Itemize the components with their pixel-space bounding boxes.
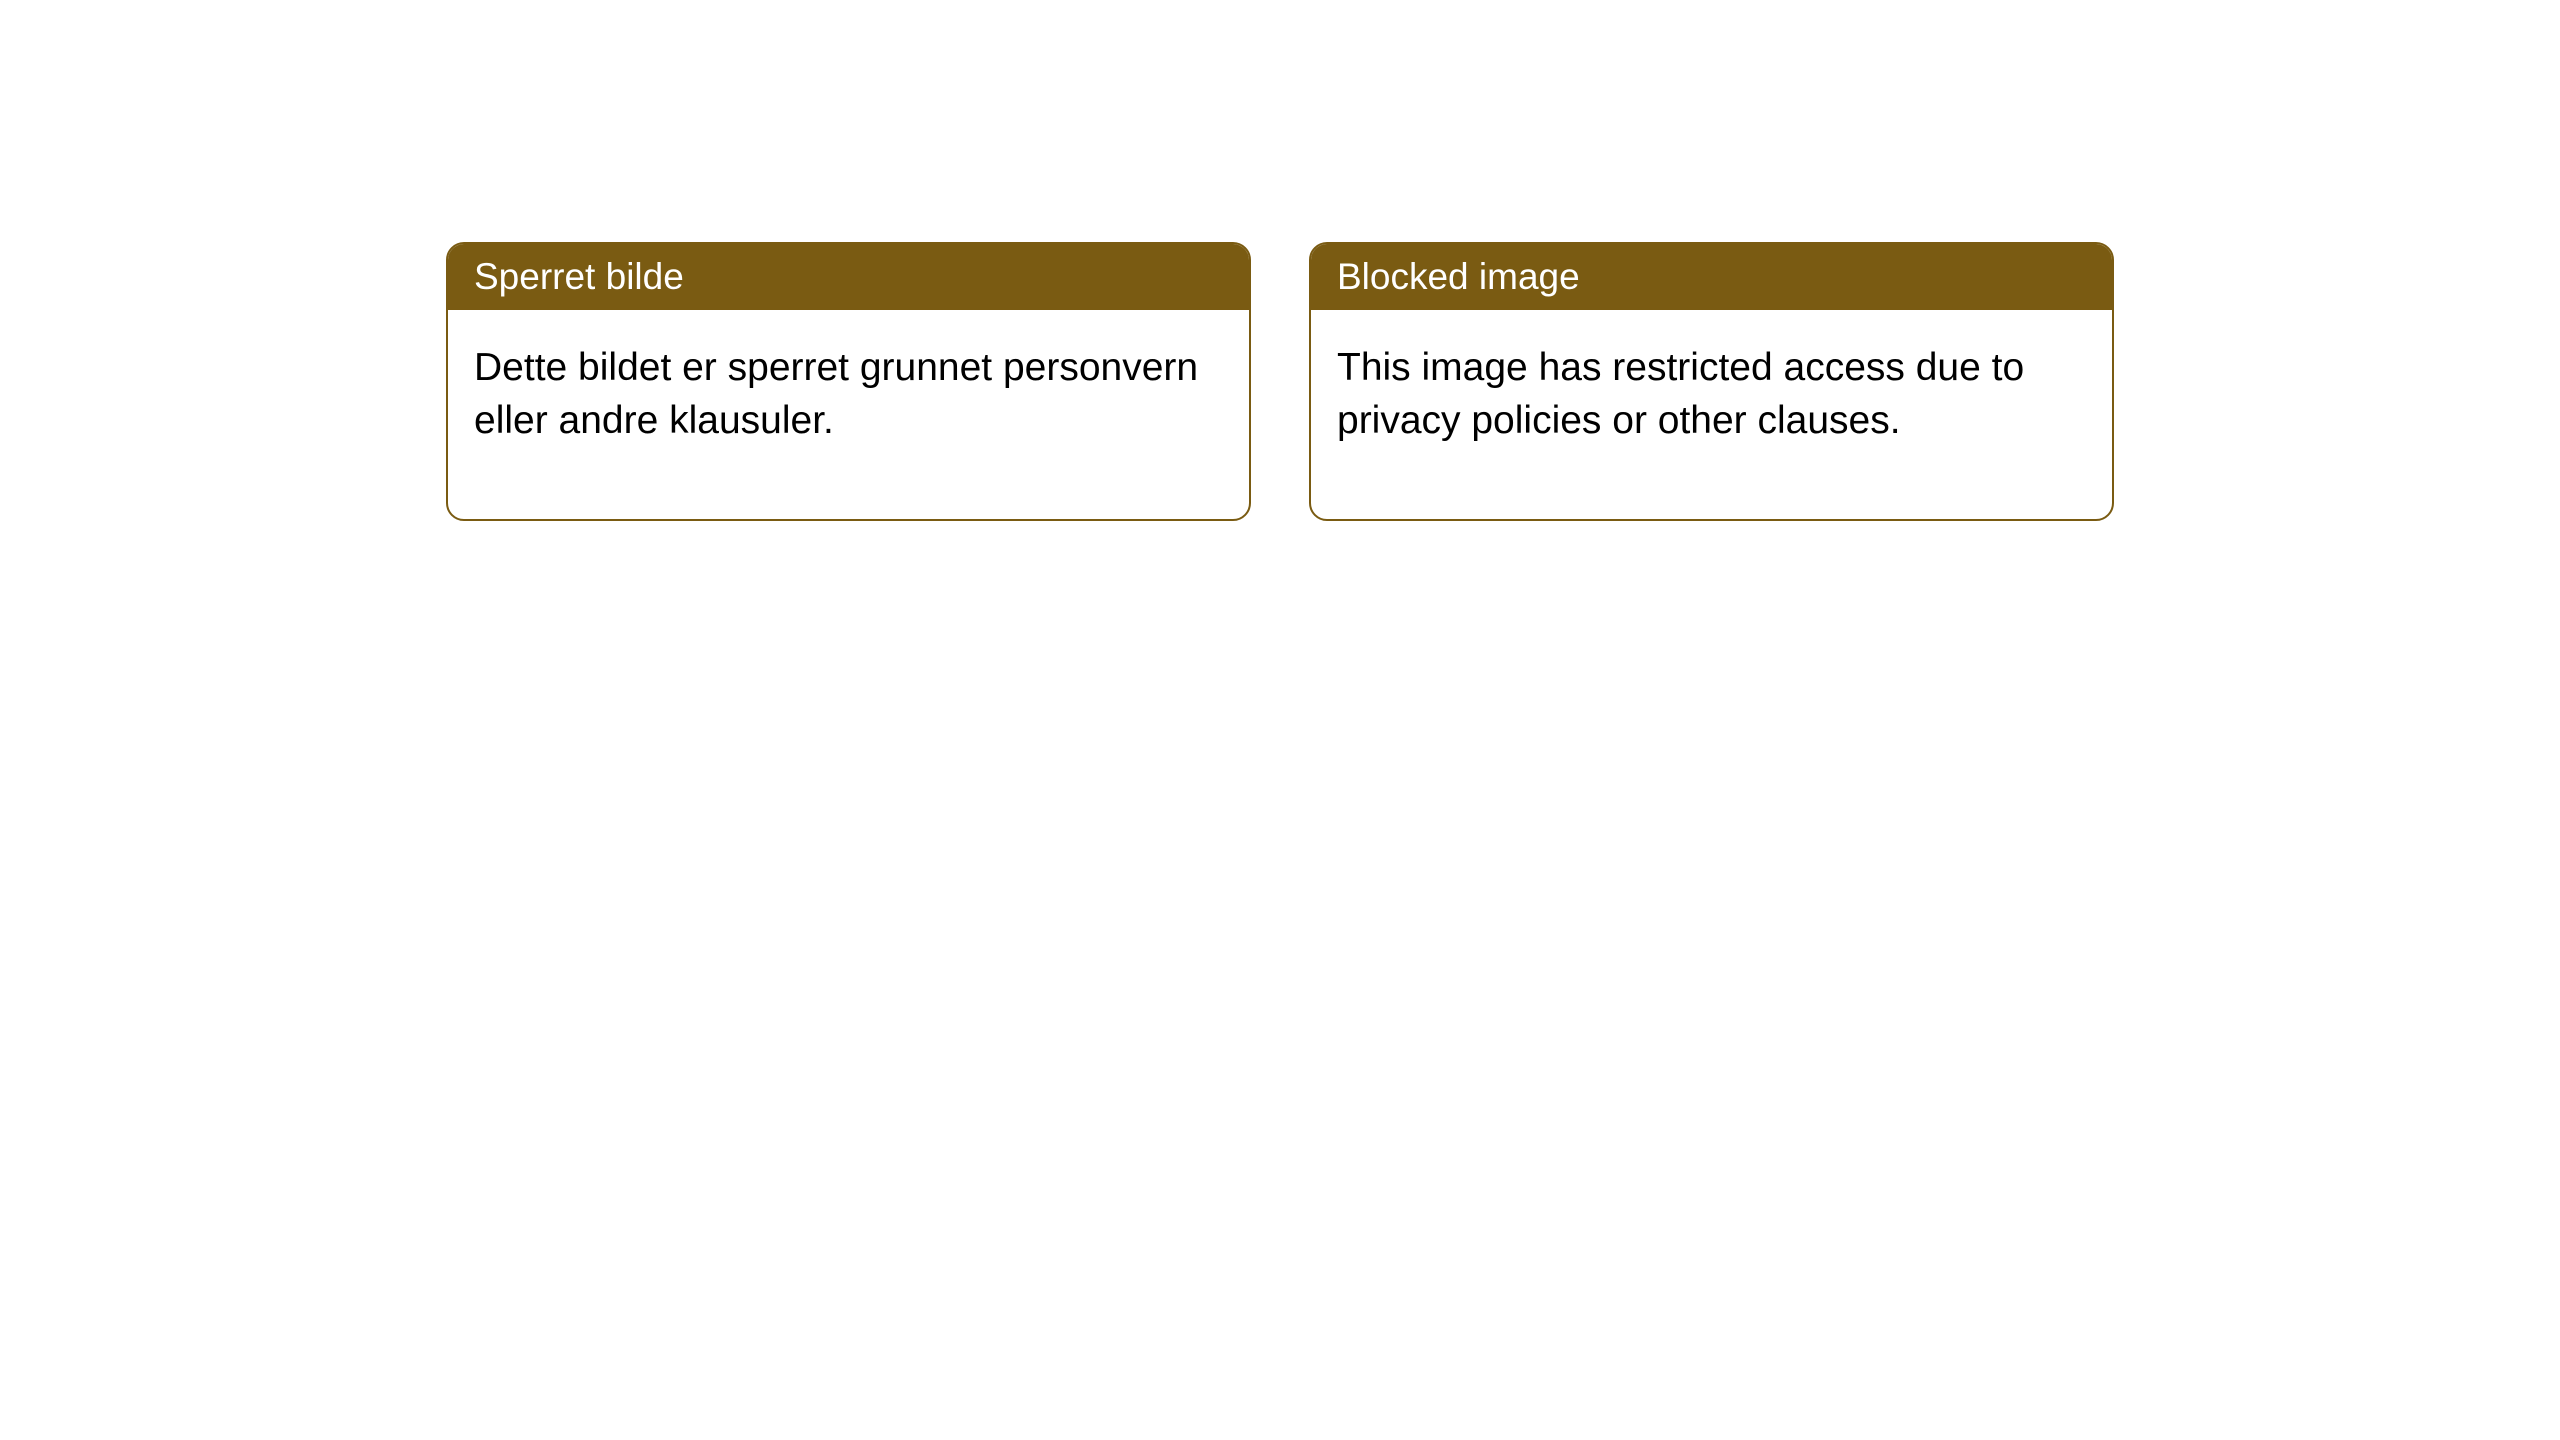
- notice-card-body-text: This image has restricted access due to …: [1337, 346, 2024, 442]
- notice-card-english: Blocked image This image has restricted …: [1309, 242, 2114, 521]
- notice-card-title: Sperret bilde: [474, 256, 684, 297]
- notice-card-body: Dette bildet er sperret grunnet personve…: [448, 310, 1249, 519]
- notice-card-title: Blocked image: [1337, 256, 1580, 297]
- notice-card-body: This image has restricted access due to …: [1311, 310, 2112, 519]
- notice-card-header: Sperret bilde: [448, 244, 1249, 310]
- notice-card-body-text: Dette bildet er sperret grunnet personve…: [474, 346, 1198, 442]
- notice-card-header: Blocked image: [1311, 244, 2112, 310]
- notice-card-norwegian: Sperret bilde Dette bildet er sperret gr…: [446, 242, 1251, 521]
- notice-cards-container: Sperret bilde Dette bildet er sperret gr…: [446, 242, 2114, 521]
